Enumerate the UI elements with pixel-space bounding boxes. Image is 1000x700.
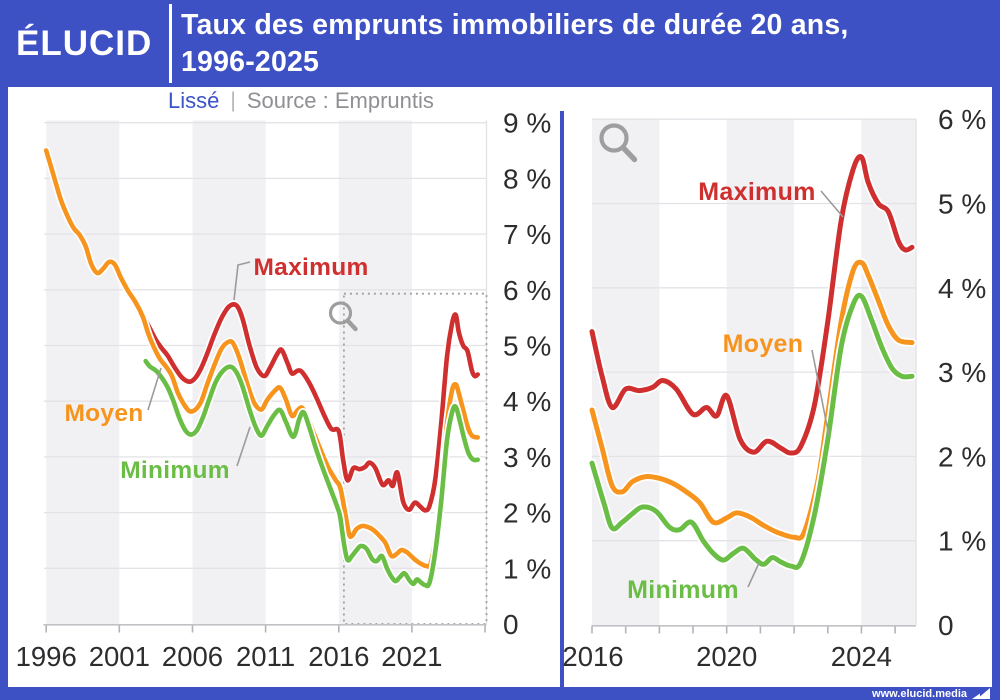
- chart-right: 6 % 5 % 4 % 3 % 2 % 1 % 0 2016 2020 2024 Maximum Mo…: [562, 104, 986, 672]
- frame-bottom-bar: [0, 687, 1000, 700]
- y-tick-label: 6 %: [503, 275, 551, 306]
- y-tick-label: 5 %: [503, 331, 551, 362]
- x-tick-label: 2016: [562, 641, 623, 672]
- frame-right-edge: [992, 87, 1000, 700]
- page-title: Taux des emprunts immobiliers de durée 2…: [181, 7, 849, 81]
- annotation-label-maximum: Maximum: [698, 178, 815, 206]
- header-divider: [169, 4, 172, 83]
- magnifier-icon: [599, 123, 638, 163]
- series-moyen-line: [43, 148, 480, 570]
- y-tick-label: 3 %: [938, 357, 986, 388]
- x-tick-label: 2021: [381, 641, 442, 672]
- annotation-connector-maximum: [820, 190, 844, 218]
- annotation-connector-maximum: [233, 261, 251, 301]
- smoothing-label: Lissé: [168, 88, 220, 113]
- annotation-label-moyen: Moyen: [64, 400, 143, 427]
- page-title-line2: 1996-2025: [181, 46, 320, 78]
- x-tick-label: 2016: [308, 641, 369, 672]
- series-maximum-line: [141, 302, 480, 513]
- annotation-connector-moyen: [147, 367, 162, 411]
- y-tick-label: 7 %: [503, 219, 551, 250]
- annotation-label-minimum: Minimum: [627, 576, 739, 604]
- series-maximum-line: [589, 154, 915, 456]
- y-tick-label: 1 %: [503, 553, 551, 584]
- flag-icon: [972, 688, 990, 699]
- y-tick-label: 0: [503, 609, 519, 640]
- header-bar: ÉLUCID Taux des emprunts immobiliers de …: [0, 0, 1000, 87]
- annotation-connector-minimum: [236, 426, 251, 467]
- x-tick-label: 2024: [831, 641, 892, 672]
- annotation-connector-minimum: [747, 562, 760, 588]
- magnifier-icon: [328, 301, 358, 332]
- x-tick-label: 2011: [236, 641, 295, 672]
- annotation-label-maximum: Maximum: [253, 254, 368, 281]
- y-tick-label: 5 %: [938, 189, 986, 220]
- subtitle-separator: |: [230, 89, 236, 112]
- y-tick-label: 3 %: [503, 442, 551, 473]
- chart-left: 9 % 8 % 7 % 6 % 5 % 4 % 3 % 2 % 1 % 0 1996 2001 2006…: [16, 108, 552, 672]
- y-tick-label: 9 %: [503, 108, 551, 139]
- y-tick-label: 2 %: [938, 441, 986, 472]
- series-moyen-line: [589, 259, 915, 541]
- annotation-label-minimum: Minimum: [120, 457, 230, 484]
- y-tick-label: 2 %: [503, 498, 551, 529]
- y-tick-label: 4 %: [938, 273, 986, 304]
- page-title-line1: Taux des emprunts immobiliers de durée 2…: [181, 9, 849, 41]
- source-label: Source : Empruntis: [246, 88, 434, 113]
- y-tick-label: 0: [938, 610, 954, 641]
- footer-url: www.elucid.media: [872, 687, 967, 700]
- panel-divider: [560, 111, 564, 687]
- x-tick-label: 2001: [89, 641, 150, 672]
- x-tick-label: 2006: [162, 641, 223, 672]
- series-minimum-line: [143, 358, 480, 589]
- y-tick-label: 6 %: [938, 104, 986, 135]
- brand-logo: ÉLUCID: [16, 23, 153, 63]
- annotation-connector-moyen: [811, 349, 830, 437]
- footer-bar: www.elucid.media: [872, 687, 990, 700]
- y-tick-label: 1 %: [938, 526, 986, 557]
- shaded-band: [192, 120, 266, 624]
- frame-left-edge: [0, 87, 8, 700]
- series-minimum-line: [589, 292, 915, 570]
- x-tick-label: 1996: [16, 641, 77, 672]
- y-tick-label: 4 %: [503, 386, 551, 417]
- x-tick-label: 2020: [696, 641, 757, 672]
- y-tick-label: 8 %: [503, 163, 551, 194]
- annotation-label-moyen: Moyen: [723, 330, 804, 358]
- subtitle-row: Lissé | Source : Empruntis: [168, 88, 434, 114]
